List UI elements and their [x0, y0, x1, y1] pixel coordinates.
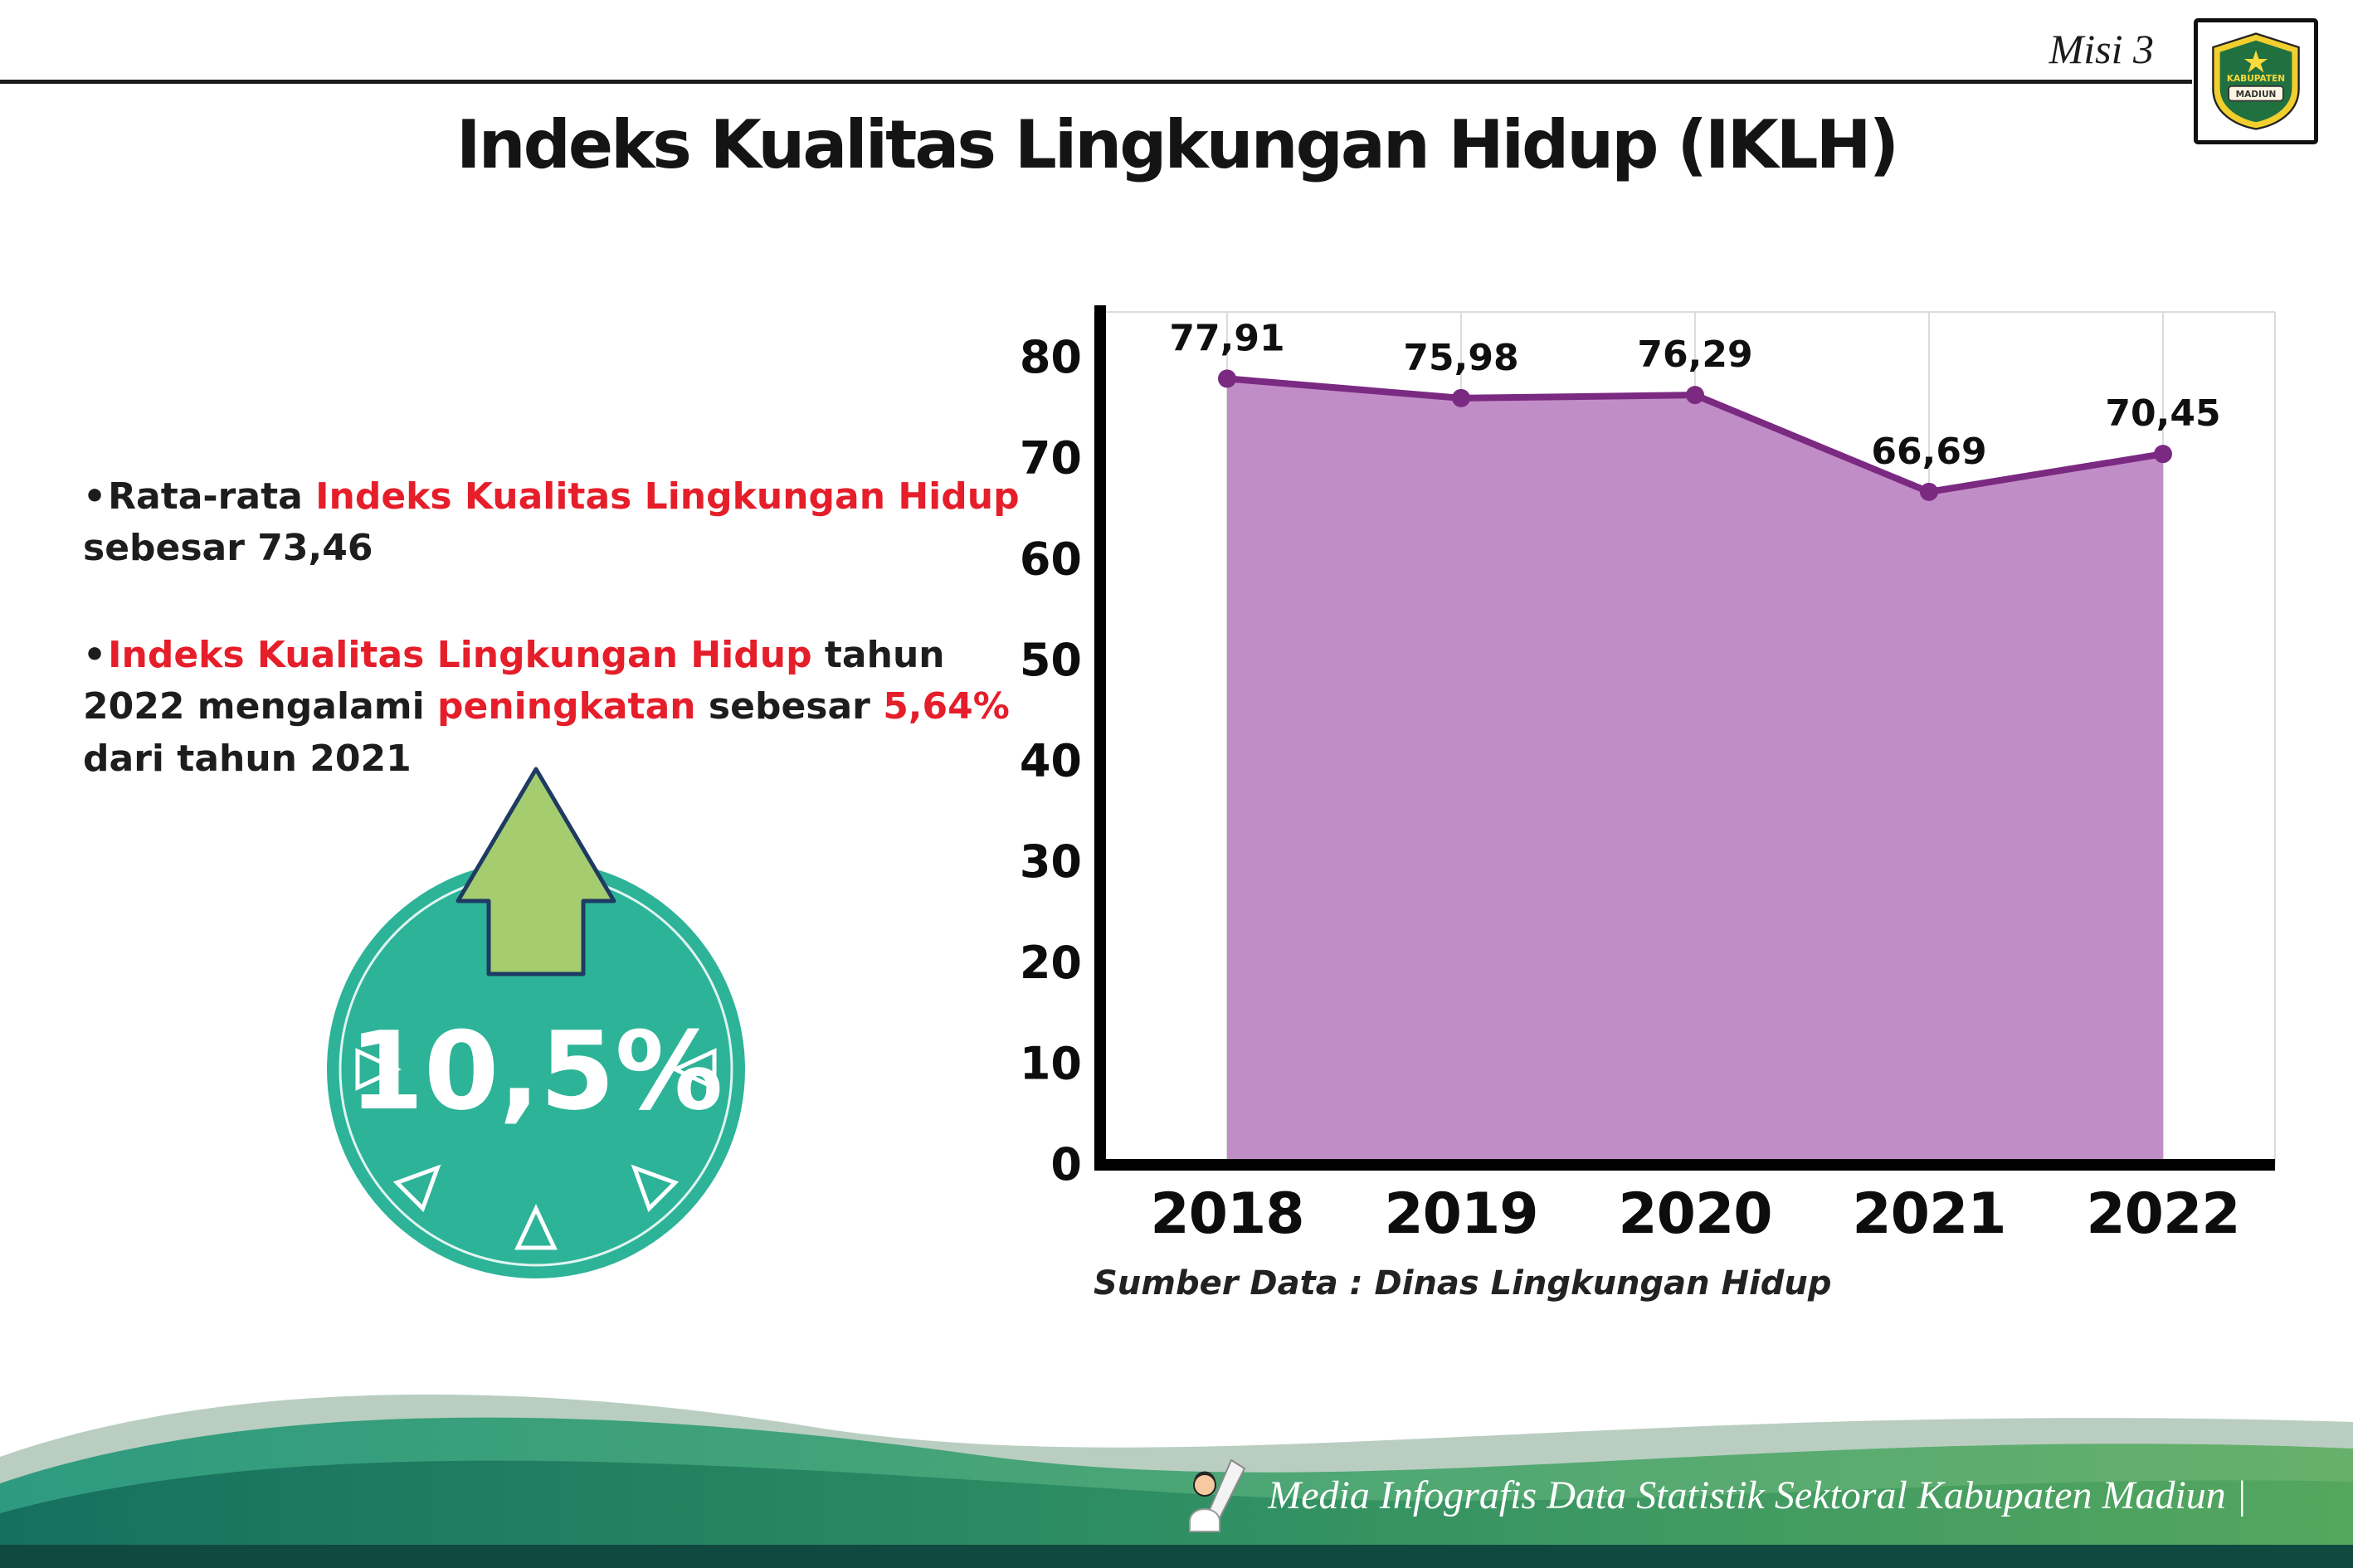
iklh-area-chart: 77,91 75,98 76,29 66,69 70,45 0 10 20 30 40 50 60 70… [1021, 305, 2276, 1247]
chart-value-label-2020: 76,29 [1637, 334, 1752, 376]
key-points: •Rata-rata Indeks Kualitas Lingkungan Hi… [83, 471, 1054, 785]
chart-point-2020 [1686, 386, 1704, 405]
logo-text-line2: MADIUN [2236, 90, 2277, 100]
misi-label: Misi 3 [2049, 26, 2154, 72]
bullet-increase-2022: •Indeks Kualitas Lingkungan Hidup tahun … [83, 630, 1054, 785]
y-axis-label-70: 70 [1021, 432, 1082, 485]
badge-circle [327, 860, 745, 1278]
bullet2-part6: dari tahun 2021 [83, 737, 412, 780]
logo-text-line1: KABUPATEN [2227, 74, 2285, 84]
y-axis-label-50: 50 [1021, 634, 1082, 686]
bullet1-part1: Rata-rata [108, 475, 316, 518]
footer: Media Infografis Data Statistik Sektoral… [0, 1351, 2353, 1568]
footer-wave-front [0, 1460, 2353, 1568]
bullet-marker: • [83, 475, 107, 518]
badge-triangle-decorations [355, 1048, 717, 1250]
increase-badge: 10,5% [327, 767, 745, 1278]
y-axis-label-60: 60 [1021, 533, 1082, 585]
chart-value-label-2022: 70,45 [2105, 392, 2220, 435]
x-axis-label-2018: 2018 [1150, 1181, 1303, 1247]
footer-waves [0, 1394, 2353, 1568]
kabupaten-madiun-logo: KABUPATEN MADIUN [2212, 32, 2300, 130]
mascot-icon [1189, 1458, 1246, 1532]
chart-point-2022 [2154, 445, 2172, 464]
bullet1-part2-highlight: Indeks Kualitas Lingkungan Hidup [315, 475, 1020, 518]
logo-shield-inner [2219, 40, 2292, 123]
y-axis-label-0: 0 [1050, 1138, 1082, 1191]
chart-point-2021 [1920, 482, 1938, 501]
x-axis-label-2020: 2020 [1618, 1181, 1771, 1247]
y-axis-label-20: 20 [1021, 937, 1082, 989]
footer-bottom-bar [0, 1545, 2353, 1568]
chart-value-label-2021: 66,69 [1871, 431, 1986, 473]
badge-percentage: 10,5% [348, 1008, 723, 1134]
chart-area-fill [1227, 378, 2163, 1165]
bullet1-part3: sebesar 73,46 [83, 527, 373, 570]
kabupaten-madiun-logo-frame: KABUPATEN MADIUN [2194, 18, 2318, 144]
x-axis-label-2021: 2021 [1852, 1181, 2005, 1247]
bullet-average-iklh: •Rata-rata Indeks Kualitas Lingkungan Hi… [83, 471, 1054, 575]
x-axis-label-2022: 2022 [2086, 1181, 2239, 1247]
bullet2-part5-highlight: 5,64% [883, 685, 1010, 728]
bullet2-part4: sebesar [695, 685, 884, 728]
logo-star-icon [2243, 50, 2268, 73]
chart-point-2019 [1452, 388, 1470, 407]
y-axis-label-10: 10 [1021, 1037, 1082, 1089]
data-source-caption: Sumber Data : Dinas Lingkungan Hidup [1094, 1264, 1832, 1303]
chart-value-label-2018: 77,91 [1169, 317, 1284, 359]
chart-value-label-2019: 75,98 [1403, 337, 1518, 379]
bullet2-part1-highlight: Indeks Kualitas Lingkungan Hidup [108, 633, 812, 676]
bullet2-part2: tahun 2022 mengalami [83, 633, 945, 728]
bullet2-part3-highlight: peningkatan [437, 685, 696, 728]
footer-credit-text: Media Infografis Data Statistik Sektoral… [1268, 1473, 2247, 1517]
x-axis-label-2019: 2019 [1384, 1181, 1537, 1247]
up-arrow-icon [455, 767, 616, 976]
page-title: Indeks Kualitas Lingkungan Hidup (IKLH) [455, 106, 1899, 183]
bullet-marker: • [83, 633, 107, 676]
y-axis-label-80: 80 [1021, 331, 1082, 383]
header-rule [0, 80, 2192, 84]
footer-credit: Media Infografis Data Statistik Sektoral… [1183, 1457, 2247, 1533]
logo-banner [2228, 85, 2284, 102]
y-axis-label-40: 40 [1021, 735, 1082, 787]
chart-point-2018 [1218, 369, 1236, 388]
y-axis-label-30: 30 [1021, 835, 1082, 888]
